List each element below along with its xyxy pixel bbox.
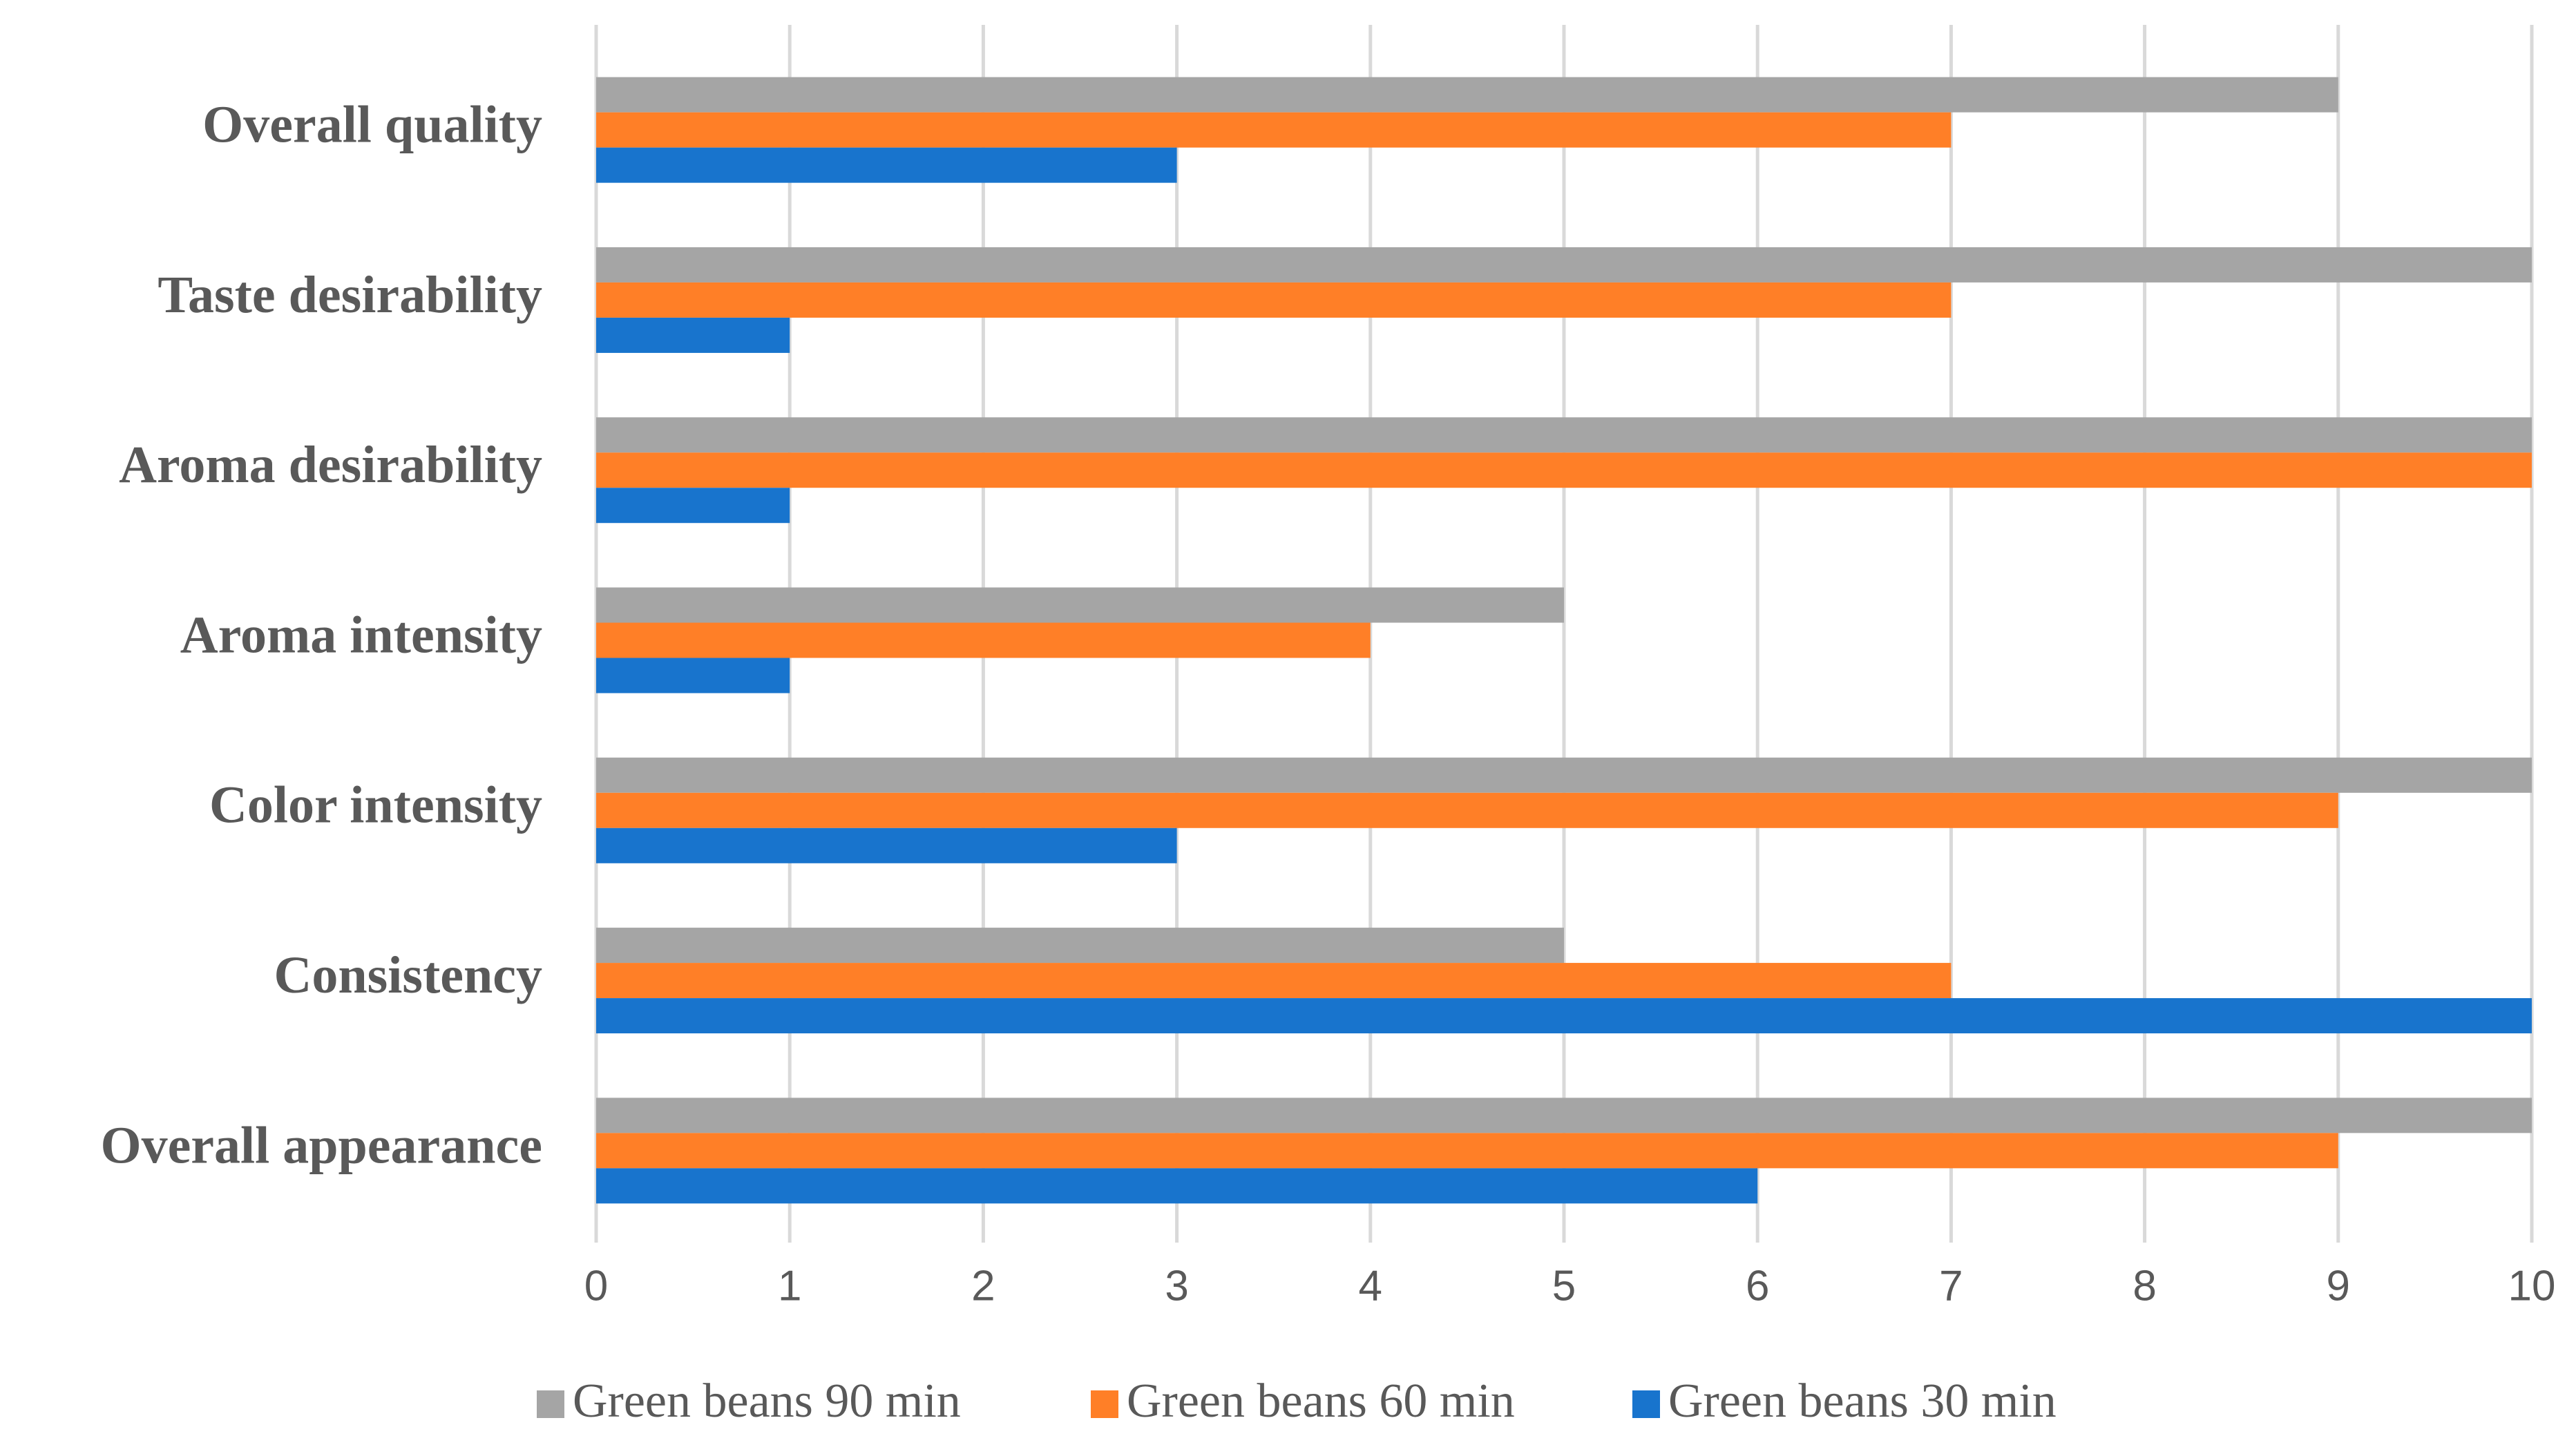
- x-tick-label: 7: [1939, 1262, 1963, 1310]
- category-label: Taste desirability: [158, 266, 542, 324]
- bar: [596, 757, 2532, 793]
- category-label: Aroma desirability: [119, 436, 542, 494]
- category-label: Aroma intensity: [180, 606, 542, 664]
- x-tick-label: 8: [2133, 1262, 2156, 1310]
- bar: [596, 622, 1371, 658]
- x-tick-label: 4: [1359, 1262, 1382, 1310]
- bar: [596, 587, 1564, 623]
- legend-swatch: [537, 1390, 564, 1418]
- bar: [596, 998, 2532, 1034]
- bar: [596, 1133, 2338, 1169]
- bar: [596, 928, 1564, 964]
- legend-label: Green beans 60 min: [1127, 1375, 1515, 1428]
- category-label: Overall appearance: [100, 1116, 542, 1174]
- x-tick-label: 5: [1552, 1262, 1576, 1310]
- x-tick-label: 0: [584, 1262, 608, 1310]
- bar: [596, 417, 2532, 453]
- x-tick-label: 9: [2327, 1262, 2350, 1310]
- bar: [596, 147, 1177, 183]
- x-tick-label: 1: [778, 1262, 801, 1310]
- bar: [596, 963, 1952, 999]
- legend-label: Green beans 90 min: [573, 1375, 961, 1428]
- category-label: Overall quality: [202, 96, 542, 154]
- bar: [596, 317, 790, 353]
- bar: [596, 658, 790, 693]
- legend-label: Green beans 30 min: [1668, 1375, 2057, 1428]
- legend-swatch: [1091, 1390, 1118, 1418]
- legend-swatch: [1632, 1390, 1660, 1418]
- bar: [596, 247, 2532, 283]
- bar: [596, 827, 1177, 863]
- bar: [596, 282, 1952, 318]
- x-tick-label: 3: [1165, 1262, 1188, 1310]
- bar: [596, 77, 2338, 113]
- bar: [596, 1168, 1758, 1204]
- bar: [596, 112, 1952, 148]
- category-label: Color intensity: [209, 776, 542, 834]
- bar: [596, 1098, 2532, 1133]
- x-tick-label: 10: [2508, 1262, 2556, 1310]
- bar: [596, 488, 790, 524]
- bar: [596, 452, 2532, 488]
- x-tick-label: 2: [971, 1262, 995, 1310]
- x-tick-label: 6: [1746, 1262, 1769, 1310]
- bar: [596, 792, 2338, 828]
- category-label: Consistency: [274, 946, 542, 1004]
